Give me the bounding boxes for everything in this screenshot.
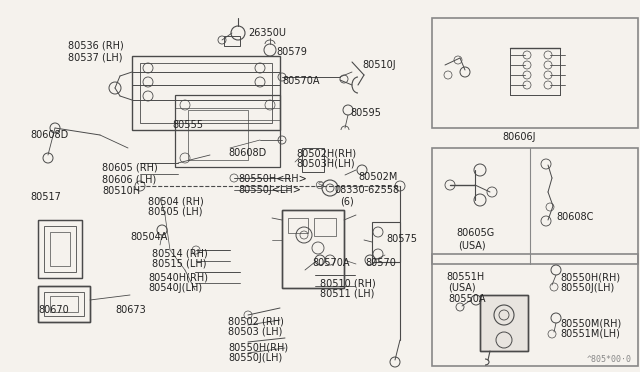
Bar [302,148,324,172]
Text: 80550H(RH): 80550H(RH) [228,342,288,352]
Text: 80511 (LH): 80511 (LH) [320,289,374,299]
Bar [282,210,344,288]
Bar [50,232,70,266]
Text: 80502M: 80502M [358,172,397,182]
Text: 80551M(LH): 80551M(LH) [560,329,620,339]
Text: (USA): (USA) [448,283,476,293]
Text: 80537 (LH): 80537 (LH) [68,52,122,62]
Text: 80536 (RH): 80536 (RH) [68,40,124,50]
Bar [432,18,638,128]
Text: 80570: 80570 [365,258,396,268]
Bar [175,95,280,167]
Text: ^805*00·0: ^805*00·0 [587,355,632,364]
Text: 80514 (RH): 80514 (RH) [152,248,208,258]
Text: 80670: 80670 [38,305,68,315]
Bar [38,220,82,278]
Text: 80504 (RH): 80504 (RH) [148,196,204,206]
Text: 80673: 80673 [115,305,146,315]
Text: 80608D: 80608D [228,148,266,158]
Text: 08330-62558: 08330-62558 [334,185,399,195]
Text: 26350U: 26350U [248,28,286,38]
Bar [140,63,272,123]
Text: (6): (6) [340,196,354,206]
Text: 80510 (RH): 80510 (RH) [320,278,376,288]
Text: 80503H(LH): 80503H(LH) [296,159,355,169]
Bar [480,295,528,351]
Bar [38,286,90,322]
Text: 80550M(RH): 80550M(RH) [560,318,621,328]
Text: 80550H<RH>: 80550H<RH> [238,174,307,184]
Text: 80570A: 80570A [312,258,349,268]
Text: 80595: 80595 [350,108,381,118]
Text: 80540J(LH): 80540J(LH) [148,283,202,293]
Text: 80515 (LH): 80515 (LH) [152,259,207,269]
Bar [44,226,76,272]
Text: 80502H(RH): 80502H(RH) [296,148,356,158]
Bar [132,56,280,130]
Text: 80550J(LH): 80550J(LH) [228,353,282,363]
Text: 80575: 80575 [386,234,417,244]
Bar [188,110,248,160]
Text: 80550J(LH): 80550J(LH) [560,283,614,293]
Text: 80570A: 80570A [282,76,319,86]
Text: 80608D: 80608D [30,130,68,140]
Text: 80540H(RH): 80540H(RH) [148,272,208,282]
Bar [224,36,240,46]
Bar [432,254,638,366]
Bar [44,292,84,316]
Text: 80606 (LH): 80606 (LH) [102,174,156,184]
Text: 80510H: 80510H [102,186,140,196]
Bar [38,220,82,278]
Text: 80510J: 80510J [362,60,396,70]
Text: 80550H(RH): 80550H(RH) [560,272,620,282]
Text: 80502 (RH): 80502 (RH) [228,316,284,326]
Text: 80608C: 80608C [556,212,593,222]
Bar [432,148,638,264]
Bar [288,218,308,233]
Text: 80505 (LH): 80505 (LH) [148,207,202,217]
Text: 80550A: 80550A [448,294,486,304]
Text: 80517: 80517 [30,192,61,202]
Bar [480,295,528,351]
Text: 80503 (LH): 80503 (LH) [228,327,282,337]
Text: (USA): (USA) [458,240,486,250]
Text: 80504A: 80504A [130,232,168,242]
Text: 80551H: 80551H [446,272,484,282]
Text: 80605 (RH): 80605 (RH) [102,163,157,173]
Bar [372,222,400,262]
Text: 80606J: 80606J [502,132,536,142]
Text: S: S [318,182,322,188]
Text: 80579: 80579 [276,47,307,57]
Text: 80555: 80555 [172,120,203,130]
Text: 80605G: 80605G [456,228,494,238]
Bar [38,286,90,322]
Bar [282,210,344,288]
Text: 80550J<LH>: 80550J<LH> [238,185,301,195]
Bar [50,296,78,312]
Bar [314,218,336,236]
